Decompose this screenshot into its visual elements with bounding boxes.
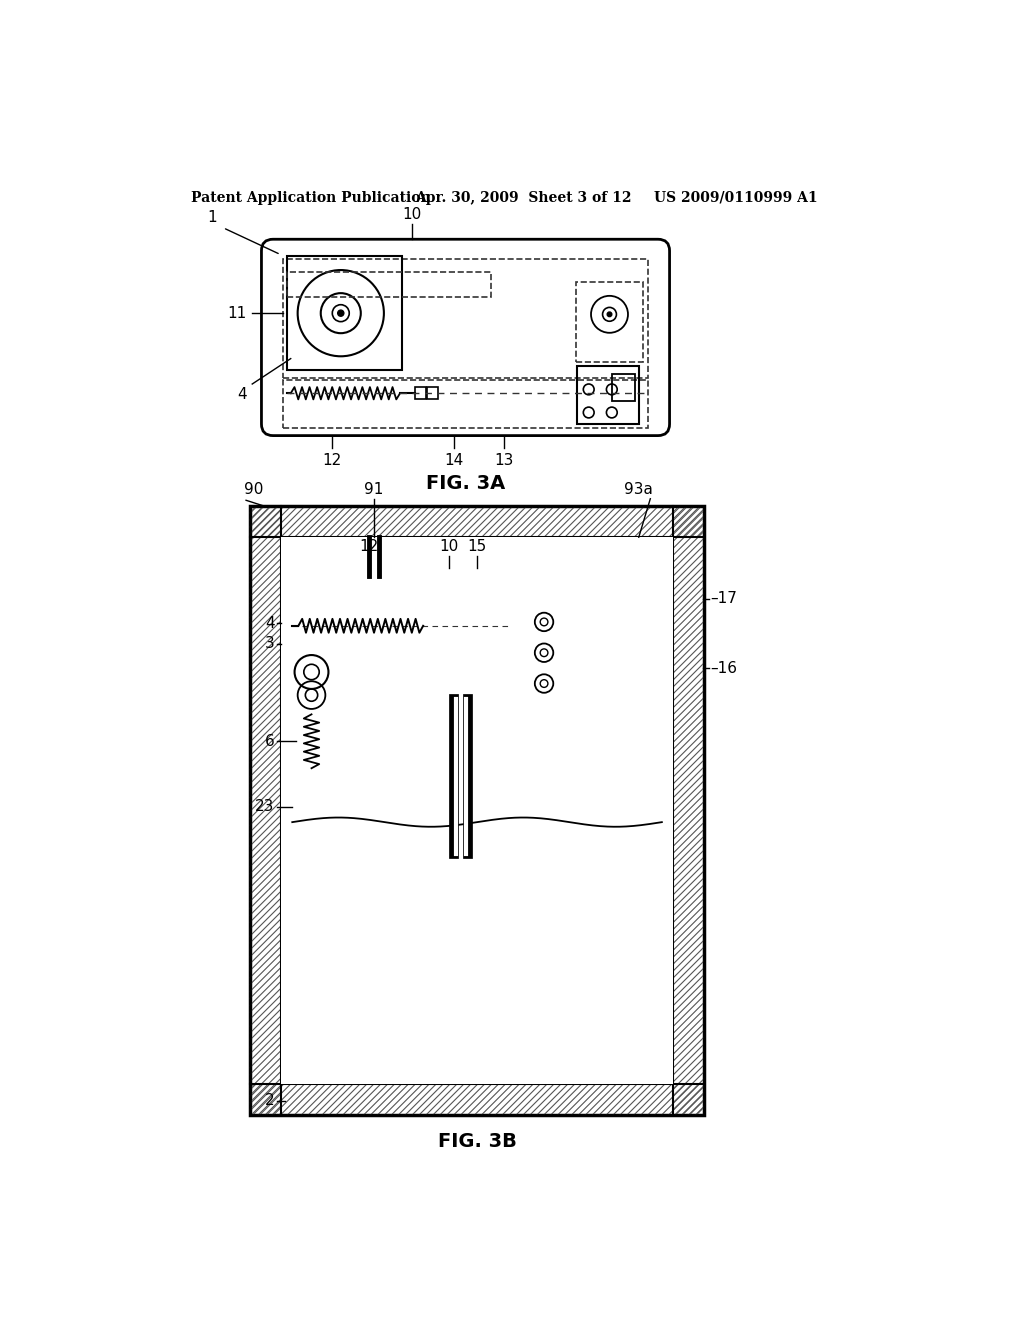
Bar bbox=[281, 537, 674, 1084]
Bar bbox=[438, 618, 453, 634]
Text: 3: 3 bbox=[265, 636, 274, 651]
Bar bbox=[519, 568, 662, 706]
Text: FIG. 3A: FIG. 3A bbox=[426, 474, 505, 494]
Text: 90: 90 bbox=[244, 482, 263, 498]
Text: 2: 2 bbox=[265, 1093, 274, 1109]
Bar bbox=[424, 618, 438, 634]
Bar bbox=[285, 873, 670, 1080]
Bar bbox=[283, 259, 648, 378]
Text: 1: 1 bbox=[207, 210, 217, 226]
Text: FIG. 3B: FIG. 3B bbox=[437, 1131, 516, 1151]
Text: 23: 23 bbox=[255, 799, 274, 814]
Circle shape bbox=[602, 308, 616, 321]
Circle shape bbox=[607, 312, 611, 317]
Text: 14: 14 bbox=[444, 453, 464, 467]
Text: 12: 12 bbox=[323, 453, 342, 467]
Bar bbox=[611, 374, 635, 401]
Bar bbox=[287, 256, 402, 370]
Text: 4: 4 bbox=[238, 387, 247, 403]
Bar bbox=[416, 387, 426, 400]
Bar bbox=[575, 281, 643, 363]
Circle shape bbox=[333, 305, 349, 322]
Text: US 2009/0110999 A1: US 2009/0110999 A1 bbox=[654, 191, 818, 205]
Bar bbox=[285, 541, 670, 1080]
Text: Patent Application Publication: Patent Application Publication bbox=[190, 191, 430, 205]
Circle shape bbox=[338, 310, 344, 317]
Bar bbox=[250, 507, 705, 1114]
Bar bbox=[568, 630, 584, 676]
Bar bbox=[287, 568, 514, 706]
Text: 10: 10 bbox=[439, 539, 458, 554]
Text: 13: 13 bbox=[495, 453, 514, 467]
Text: 12: 12 bbox=[359, 539, 379, 554]
Text: 93a: 93a bbox=[625, 482, 653, 498]
Bar bbox=[287, 272, 490, 297]
Text: 4: 4 bbox=[265, 616, 274, 631]
Text: 11: 11 bbox=[227, 306, 247, 321]
Bar bbox=[523, 607, 565, 700]
Text: –17: –17 bbox=[711, 591, 737, 606]
Text: 6: 6 bbox=[265, 734, 274, 748]
Text: 10: 10 bbox=[402, 207, 421, 222]
Bar bbox=[250, 507, 705, 1114]
Text: –16: –16 bbox=[711, 660, 737, 676]
Text: Apr. 30, 2009  Sheet 3 of 12: Apr. 30, 2009 Sheet 3 of 12 bbox=[416, 191, 632, 205]
Text: 91: 91 bbox=[365, 482, 384, 498]
Bar bbox=[283, 380, 648, 428]
Bar bbox=[578, 367, 639, 424]
Text: 15: 15 bbox=[467, 539, 486, 554]
Bar bbox=[427, 387, 438, 400]
